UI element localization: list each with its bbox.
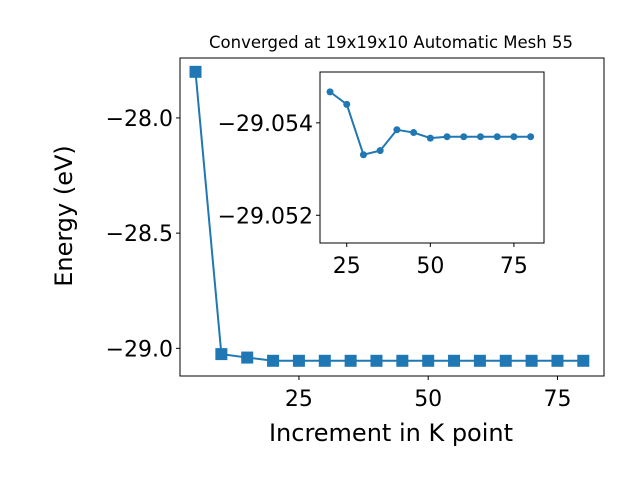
main-data-point — [448, 354, 461, 367]
main-data-point — [318, 354, 331, 367]
x-axis-label: Increment in K point — [269, 419, 513, 447]
main-data-point — [525, 354, 538, 367]
main-data-point — [551, 354, 564, 367]
main-data-point — [577, 354, 590, 367]
main-data-point — [267, 354, 280, 367]
inset-data-point — [460, 133, 468, 141]
inset-data-point — [376, 147, 384, 155]
inset-frame — [319, 71, 545, 244]
main-data-point — [344, 354, 357, 367]
inset-plot: 25 50 75 −29.054 −29.052 — [218, 71, 545, 279]
inset-background — [320, 72, 544, 243]
inset-data-point — [510, 133, 518, 141]
y-axis-label: Energy (eV) — [50, 145, 78, 287]
main-plot: 25 50 75 −28.0 −28.5 −29.0 — [106, 57, 605, 412]
main-x-tick-label: 50 — [414, 387, 442, 412]
main-data-point — [396, 354, 409, 367]
main-data-point — [370, 354, 383, 367]
main-y-tick-label: −29.0 — [106, 337, 173, 362]
main-series-line — [194, 71, 584, 362]
inset-data-point — [443, 133, 451, 141]
main-data-point — [473, 354, 486, 367]
inset-data-point — [527, 133, 535, 141]
main-data-point — [499, 354, 512, 367]
main-data-point — [292, 354, 305, 367]
main-x-tick-label: 75 — [543, 387, 571, 412]
inset-data-point — [476, 133, 484, 141]
inset-data-point — [426, 134, 434, 142]
inset-x-tick-label: 25 — [333, 254, 361, 279]
main-frame — [179, 57, 605, 377]
inset-data-point — [493, 133, 501, 141]
inset-data-point — [359, 151, 367, 159]
main-data-point — [241, 351, 254, 364]
main-data-point — [215, 348, 228, 361]
inset-data-point — [326, 88, 334, 96]
inset-y-tick-label: −29.054 — [218, 112, 313, 137]
main-y-tick-label: −28.5 — [106, 222, 173, 247]
inset-y-tick-label: −29.052 — [218, 204, 313, 229]
inset-data-point — [393, 126, 401, 134]
main-data-point — [189, 65, 202, 78]
inset-data-point — [343, 100, 351, 108]
chart-title: Converged at 19x19x10 Automatic Mesh 55 — [209, 33, 573, 52]
main-y-tick-label: −28.0 — [106, 107, 173, 132]
inset-x-tick-label: 50 — [416, 254, 444, 279]
main-data-point — [422, 354, 435, 367]
main-x-tick-label: 25 — [285, 387, 313, 412]
inset-data-point — [410, 129, 418, 137]
inset-x-tick-label: 75 — [500, 254, 528, 279]
